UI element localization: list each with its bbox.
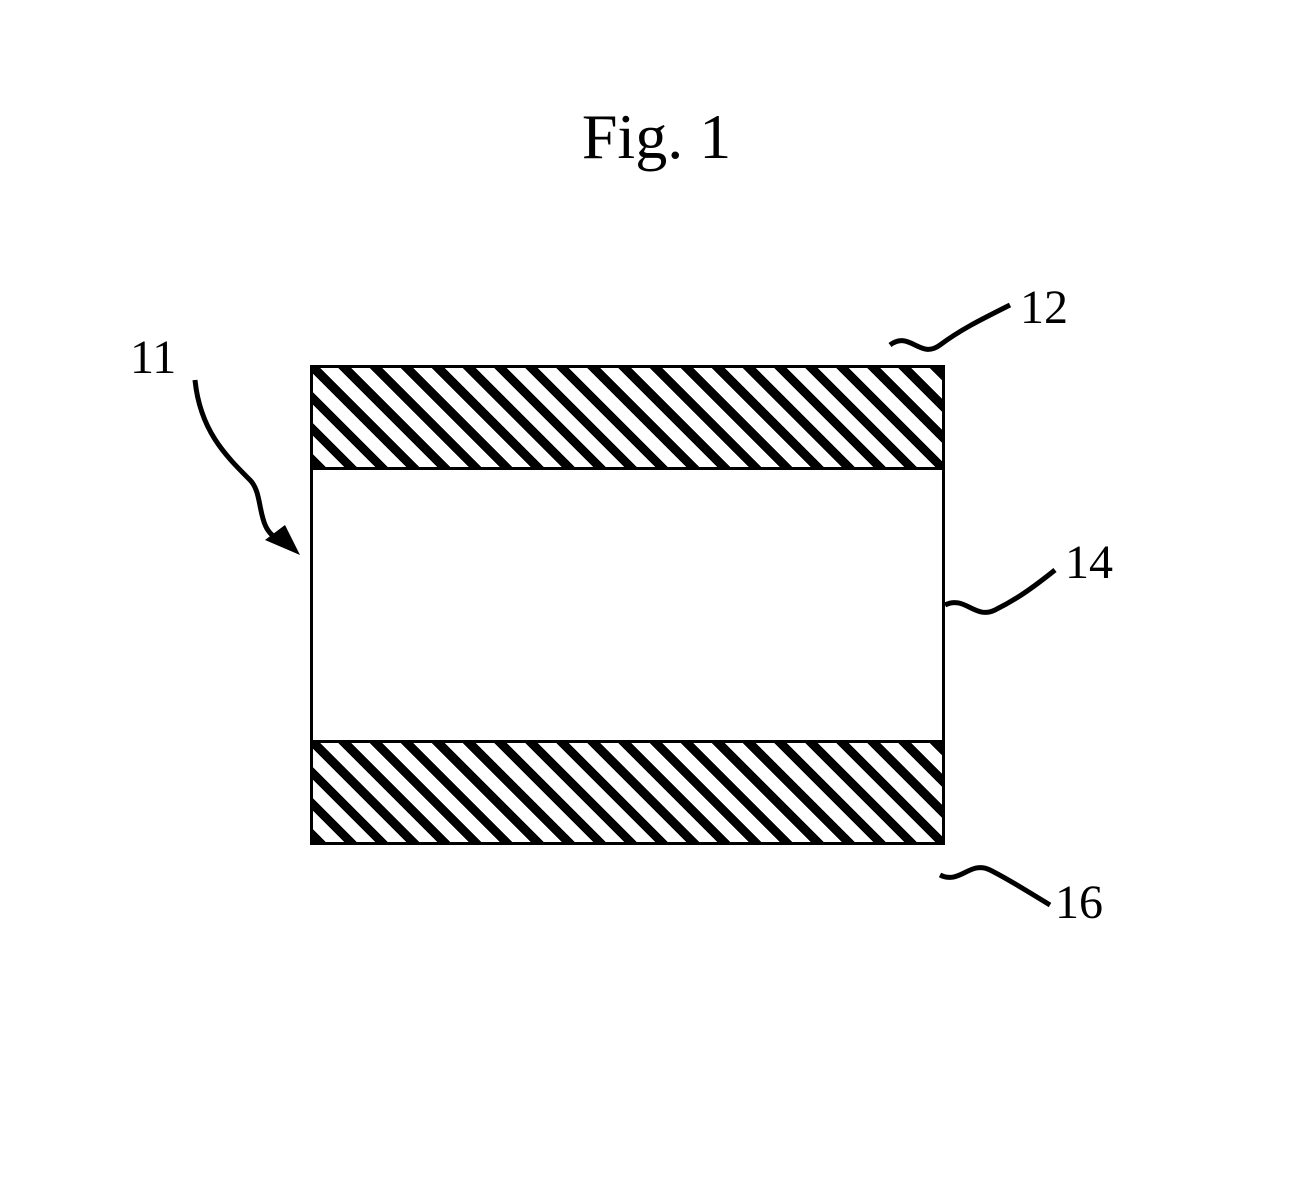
figure-canvas: Fig. 1 11 12 14 16 xyxy=(0,0,1313,1199)
leader-11 xyxy=(195,380,280,540)
leader-lines xyxy=(0,0,1313,1199)
leader-14 xyxy=(945,570,1055,612)
leader-16 xyxy=(940,868,1050,905)
leader-12 xyxy=(890,305,1010,349)
